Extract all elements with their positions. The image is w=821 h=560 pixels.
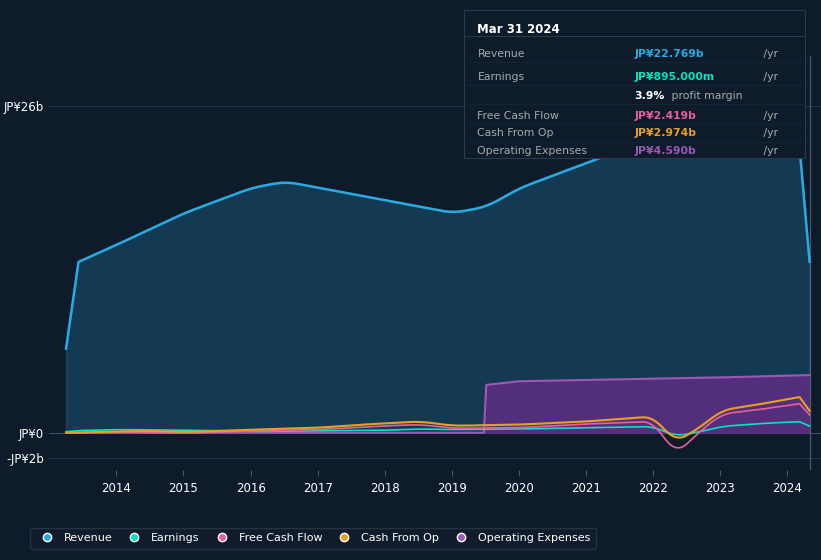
Text: Revenue: Revenue <box>478 49 525 59</box>
Text: Earnings: Earnings <box>478 72 525 82</box>
Text: Cash From Op: Cash From Op <box>478 128 554 138</box>
Text: JP¥2.419b: JP¥2.419b <box>635 111 696 120</box>
Text: Operating Expenses: Operating Expenses <box>478 146 588 156</box>
Text: JP¥895.000m: JP¥895.000m <box>635 72 714 82</box>
Text: profit margin: profit margin <box>668 91 743 101</box>
Text: /yr: /yr <box>760 72 778 82</box>
Text: /yr: /yr <box>760 146 778 156</box>
Text: JP¥4.590b: JP¥4.590b <box>635 146 696 156</box>
Legend: Revenue, Earnings, Free Cash Flow, Cash From Op, Operating Expenses: Revenue, Earnings, Free Cash Flow, Cash … <box>30 528 596 549</box>
Text: JP¥2.974b: JP¥2.974b <box>635 128 696 138</box>
Text: Mar 31 2024: Mar 31 2024 <box>478 23 560 36</box>
Text: /yr: /yr <box>760 49 778 59</box>
Text: JP¥22.769b: JP¥22.769b <box>635 49 704 59</box>
Text: /yr: /yr <box>760 128 778 138</box>
Text: Free Cash Flow: Free Cash Flow <box>478 111 559 120</box>
Text: 3.9%: 3.9% <box>635 91 664 101</box>
Text: /yr: /yr <box>760 111 778 120</box>
